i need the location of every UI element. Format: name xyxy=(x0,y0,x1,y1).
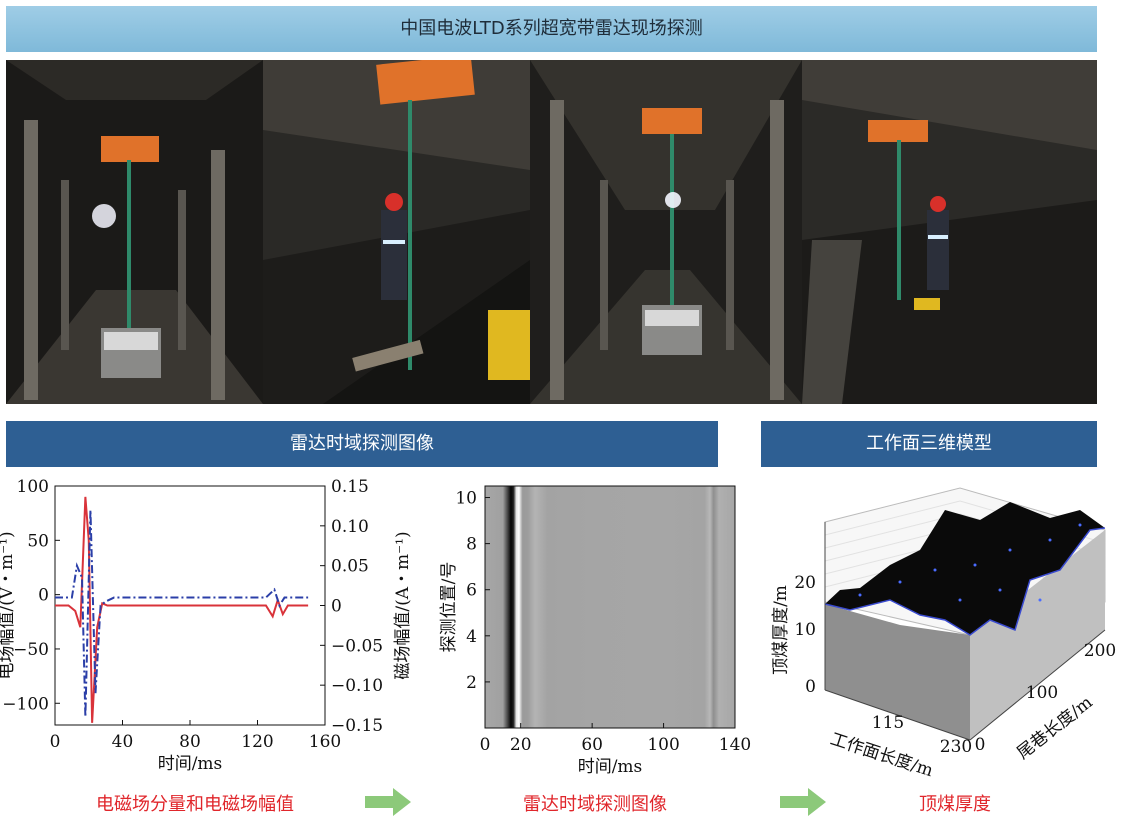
caption-coal-thickness: 顶煤厚度 xyxy=(919,794,991,815)
y-right-tick-label: 0.15 xyxy=(331,477,369,497)
y-axis-label: 电场幅值/(V・m⁻¹) xyxy=(0,531,17,679)
surface-front-face xyxy=(825,604,970,740)
tunnel-photo-1 xyxy=(6,60,263,404)
y-tick-label: 100 xyxy=(1026,683,1058,703)
grid-line xyxy=(824,513,961,549)
y-right-tick-label: −0.10 xyxy=(331,676,383,696)
y-tick-label: 2 xyxy=(466,673,477,693)
y-right-tick-label: 0.05 xyxy=(331,557,369,577)
y-tick-label: 8 xyxy=(466,535,477,555)
x-tick-label: 0 xyxy=(480,735,491,755)
caption-radar-image: 雷达时域探测图像 xyxy=(523,794,667,815)
y-tick-label: −50 xyxy=(13,640,49,660)
tunnel-photo-2 xyxy=(263,60,530,404)
y-tick-label: 0 xyxy=(38,586,49,606)
x-tick-label: 60 xyxy=(581,735,603,755)
y-axis-label: 尾巷长度/m xyxy=(1013,693,1096,764)
z-tick-label: 10 xyxy=(794,620,816,640)
surface-marker xyxy=(1038,598,1042,602)
y-tick-label: −100 xyxy=(2,694,49,714)
waveform-chart: 0 40 80 120 160 100 50 0 −50 −100 0.15 0.10 0.05 0 −0.… xyxy=(0,470,420,784)
x-axis-line xyxy=(824,689,971,741)
flow-arrow-2 xyxy=(780,788,826,816)
x-tick-label: 100 xyxy=(647,735,679,755)
y-tick-label: 6 xyxy=(466,581,477,601)
x-axis-label: 时间/ms xyxy=(158,754,223,774)
surface-marker xyxy=(933,568,937,572)
x-axis-label: 工作面长度/m xyxy=(828,729,936,781)
y-tick-label: 50 xyxy=(27,531,49,551)
surface-marker xyxy=(898,580,902,584)
caption-em-field: 电磁场分量和电磁场幅值 xyxy=(96,794,294,815)
model-section-header: 工作面三维模型 xyxy=(761,421,1097,467)
tunnel-photo-3 xyxy=(530,60,802,404)
radar-heatmap-svg: 0 20 60 100 140 10 8 6 4 2 时间/ms 探测位置/号 xyxy=(439,485,751,777)
x-tick-label: 230 xyxy=(940,737,972,757)
x-tick-label: 0 xyxy=(50,732,61,752)
x-tick-label: 140 xyxy=(719,735,751,755)
plot-frame xyxy=(484,485,736,729)
x-tick-label: 40 xyxy=(112,732,134,752)
x-tick-label: 120 xyxy=(241,732,273,752)
y-axis-line xyxy=(969,629,1106,741)
surface-edge-line xyxy=(824,527,1106,636)
x-tick-label: 115 xyxy=(872,713,904,733)
x-tick-label: 20 xyxy=(510,735,532,755)
y-right-tick-label: −0.15 xyxy=(331,716,383,736)
radar-heatmap-chart: 0 20 60 100 140 10 8 6 4 2 时间/ms 探测位置/号 xyxy=(430,470,751,784)
magnetic-field-line xyxy=(55,509,309,718)
surface-marker xyxy=(858,593,862,597)
surface-marker xyxy=(1008,548,1012,552)
radar-section-header: 雷达时域探测图像 xyxy=(6,421,718,467)
tunnel-photo-4 xyxy=(802,60,1097,404)
z-tick-label: 20 xyxy=(794,573,816,593)
surface-marker xyxy=(1078,523,1082,527)
surface-right-face xyxy=(970,530,1105,740)
y-tick-label: 0 xyxy=(975,735,986,755)
y-tick-label: 200 xyxy=(1084,641,1116,661)
y-right-tick-label: 0.10 xyxy=(331,517,369,537)
y-tick-label: 100 xyxy=(17,477,49,497)
y-right-tick-label: 0 xyxy=(331,597,342,617)
surface-marker xyxy=(973,563,977,567)
x-tick-label: 160 xyxy=(309,732,341,752)
radar-image xyxy=(485,486,735,728)
y-right-tick-label: −0.05 xyxy=(331,636,383,656)
y-right-axis-label: 磁场幅值/(A・m⁻¹) xyxy=(393,531,413,679)
x-tick-label: 80 xyxy=(179,732,201,752)
waveform-chart-svg: 0 40 80 120 160 100 50 0 −50 −100 0.15 0.10 0.05 0 −0.… xyxy=(0,477,413,774)
surface-marker xyxy=(998,588,1002,592)
z-axis-label: 顶煤厚度/m xyxy=(771,585,791,675)
y-tick-label: 10 xyxy=(455,489,477,509)
page-banner: 中国电波LTD系列超宽带雷达现场探测 xyxy=(6,6,1097,52)
x-axis-label: 时间/ms xyxy=(578,757,643,777)
grid-line xyxy=(824,500,961,536)
surface-marker xyxy=(958,598,962,602)
surface-model-chart: 0 10 20 115 230 0 100 200 顶煤厚度/m 工作面长度/m 尾巷长度/m xyxy=(760,470,1120,784)
z-tick-label: 0 xyxy=(805,677,816,697)
flow-arrow-1 xyxy=(365,788,411,816)
photo-strip xyxy=(6,60,1097,404)
y-tick-label: 4 xyxy=(466,627,477,647)
y-axis-label: 探测位置/号 xyxy=(439,562,459,653)
surface-marker xyxy=(1048,538,1052,542)
